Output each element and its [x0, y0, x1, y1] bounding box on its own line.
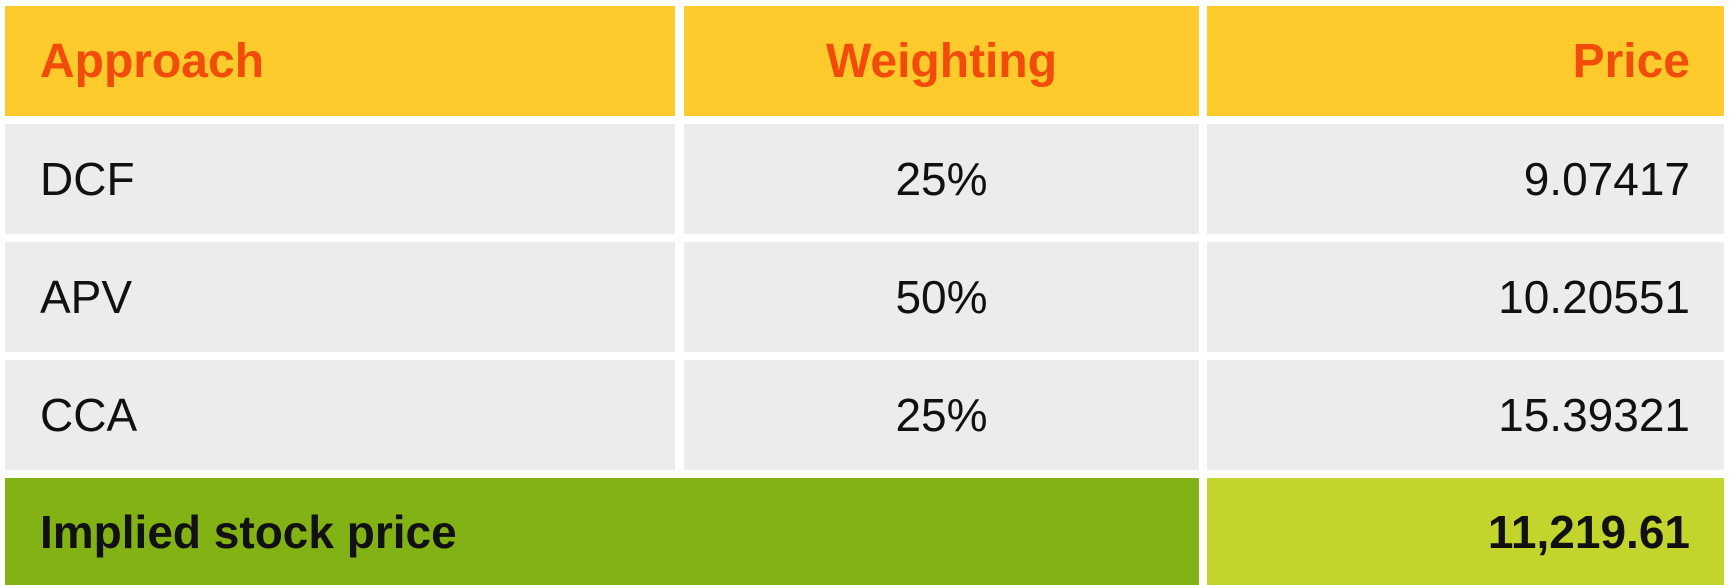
- header-price: Price: [1207, 6, 1724, 116]
- header-approach: Approach: [5, 6, 675, 116]
- price-cell: 15.39321: [1207, 360, 1724, 470]
- approach-cell: CCA: [5, 360, 675, 470]
- price-cell: 10.20551: [1207, 242, 1724, 352]
- table-row: CCA 25% 15.39321: [5, 360, 1724, 470]
- table-row: DCF 25% 9.07417: [5, 124, 1724, 234]
- weighting-cell: 25%: [684, 360, 1199, 470]
- approach-cell: DCF: [5, 124, 675, 234]
- total-row: Implied stock price 11,219.61: [5, 478, 1724, 585]
- table-header-row: Approach Weighting Price: [5, 6, 1724, 116]
- approach-cell: APV: [5, 242, 675, 352]
- header-weighting: Weighting: [684, 6, 1199, 116]
- price-cell: 9.07417: [1207, 124, 1724, 234]
- weighting-cell: 25%: [684, 124, 1199, 234]
- table-row: APV 50% 10.20551: [5, 242, 1724, 352]
- valuation-table: Approach Weighting Price DCF 25% 9.07417…: [5, 6, 1724, 585]
- weighting-cell: 50%: [684, 242, 1199, 352]
- total-label: Implied stock price: [5, 478, 1199, 585]
- total-value: 11,219.61: [1207, 478, 1724, 585]
